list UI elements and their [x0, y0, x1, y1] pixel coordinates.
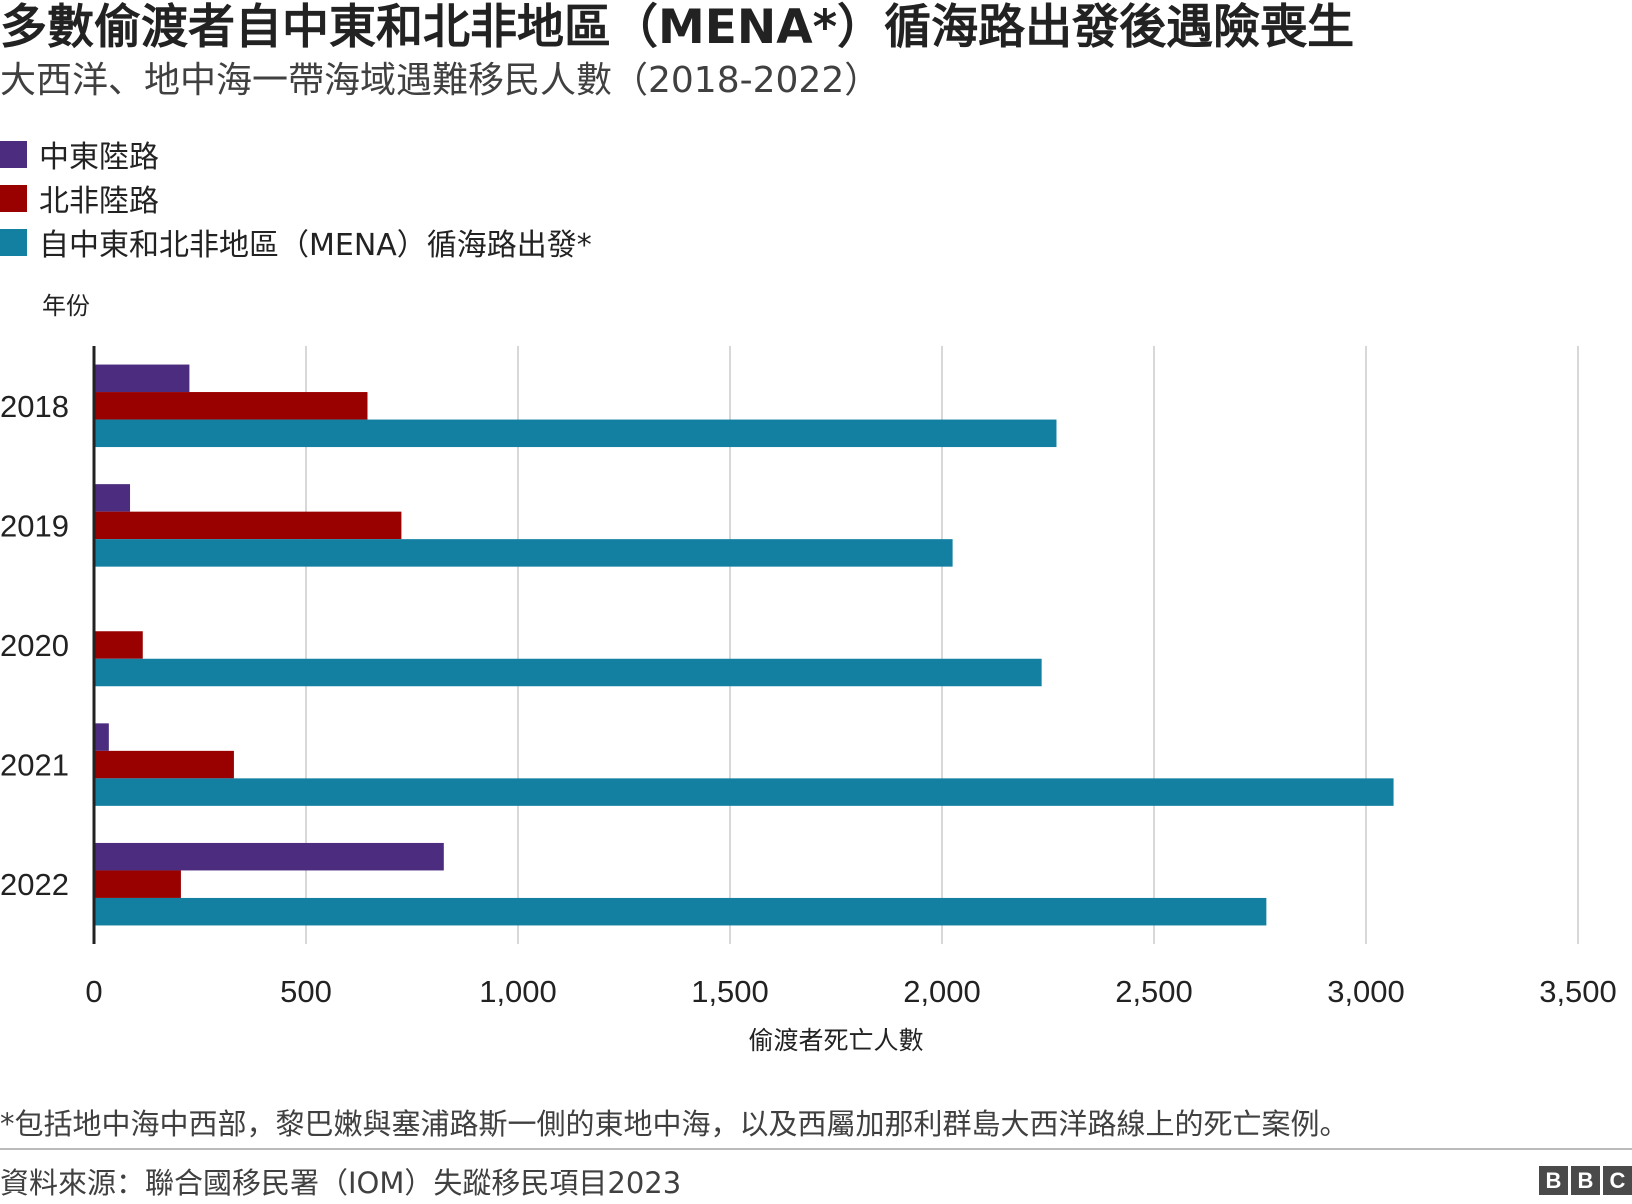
legend-label: 北非陸路: [39, 184, 159, 219]
bar: [94, 723, 109, 751]
bar: [94, 897, 1267, 926]
bar: [94, 842, 444, 871]
legend: 中東陸路 北非陸路 自中東和北非地區（MENA）循海路出發*: [0, 132, 592, 264]
bar: [94, 364, 190, 393]
bar: [94, 419, 1057, 448]
bar: [94, 511, 402, 540]
legend-label: 自中東和北非地區（MENA）循海路出發*: [39, 228, 592, 263]
x-axis-title: 偷渡者死亡人數: [748, 1026, 923, 1055]
legend-swatch: [0, 184, 27, 212]
x-tick-label: 1,500: [691, 974, 769, 1009]
legend-swatch: [0, 140, 27, 168]
divider: [0, 1148, 1632, 1150]
bbc-logo-letter: B: [1571, 1166, 1600, 1195]
bar: [94, 750, 234, 779]
bbc-logo-letter: B: [1539, 1166, 1568, 1195]
bar: [94, 658, 1042, 687]
bar: [94, 631, 143, 659]
bar-chart: 2018 2019 2020 2021 2022 0 500 1,000 1,500 2,000 2…: [0, 346, 1617, 1055]
legend-swatch: [0, 228, 27, 256]
bar: [94, 484, 131, 512]
y-tick-label: 2018: [0, 389, 69, 424]
y-tick-label: 2021: [0, 748, 69, 783]
x-tick-label: 500: [280, 974, 332, 1009]
x-tick-label: 2,500: [1115, 974, 1193, 1009]
x-tick-label: 3,500: [1539, 974, 1617, 1009]
chart-title: 多數偷渡者自中東和北非地區（MENA*）循海路出發後遇險喪生: [0, 0, 1355, 55]
legend-item-mena-sea: 自中東和北非地區（MENA）循海路出發*: [0, 220, 592, 264]
legend-label: 中東陸路: [39, 140, 159, 175]
source-note: 資料來源：聯合國移民署（IOM）失蹤移民項目2023: [0, 1166, 682, 1200]
legend-item-north-africa-land: 北非陸路: [0, 176, 592, 220]
bar: [94, 539, 953, 567]
legend-item-middle-east-land: 中東陸路: [0, 132, 592, 176]
x-tick-label: 2,000: [903, 974, 981, 1009]
bar: [94, 392, 368, 420]
bbc-logo-letter: C: [1603, 1166, 1632, 1195]
x-tick-label: 0: [85, 974, 102, 1009]
footnote: *包括地中海中西部，黎巴嫩與塞浦路斯一側的東地中海，以及西屬加那利群島大西洋路線…: [0, 1107, 1349, 1141]
y-tick-label: 2020: [0, 628, 69, 663]
bar: [94, 870, 181, 898]
bar: [94, 778, 1394, 806]
y-tick-label: 2022: [0, 867, 69, 902]
y-tick-label: 2019: [0, 508, 69, 543]
bbc-logo: B B C: [1539, 1166, 1632, 1195]
y-axis-title: 年份: [42, 292, 90, 320]
x-tick-label: 3,000: [1327, 974, 1405, 1009]
x-tick-label: 1,000: [479, 974, 557, 1009]
chart-subtitle: 大西洋、地中海一帶海域遇難移民人數（2018-2022）: [0, 60, 881, 101]
